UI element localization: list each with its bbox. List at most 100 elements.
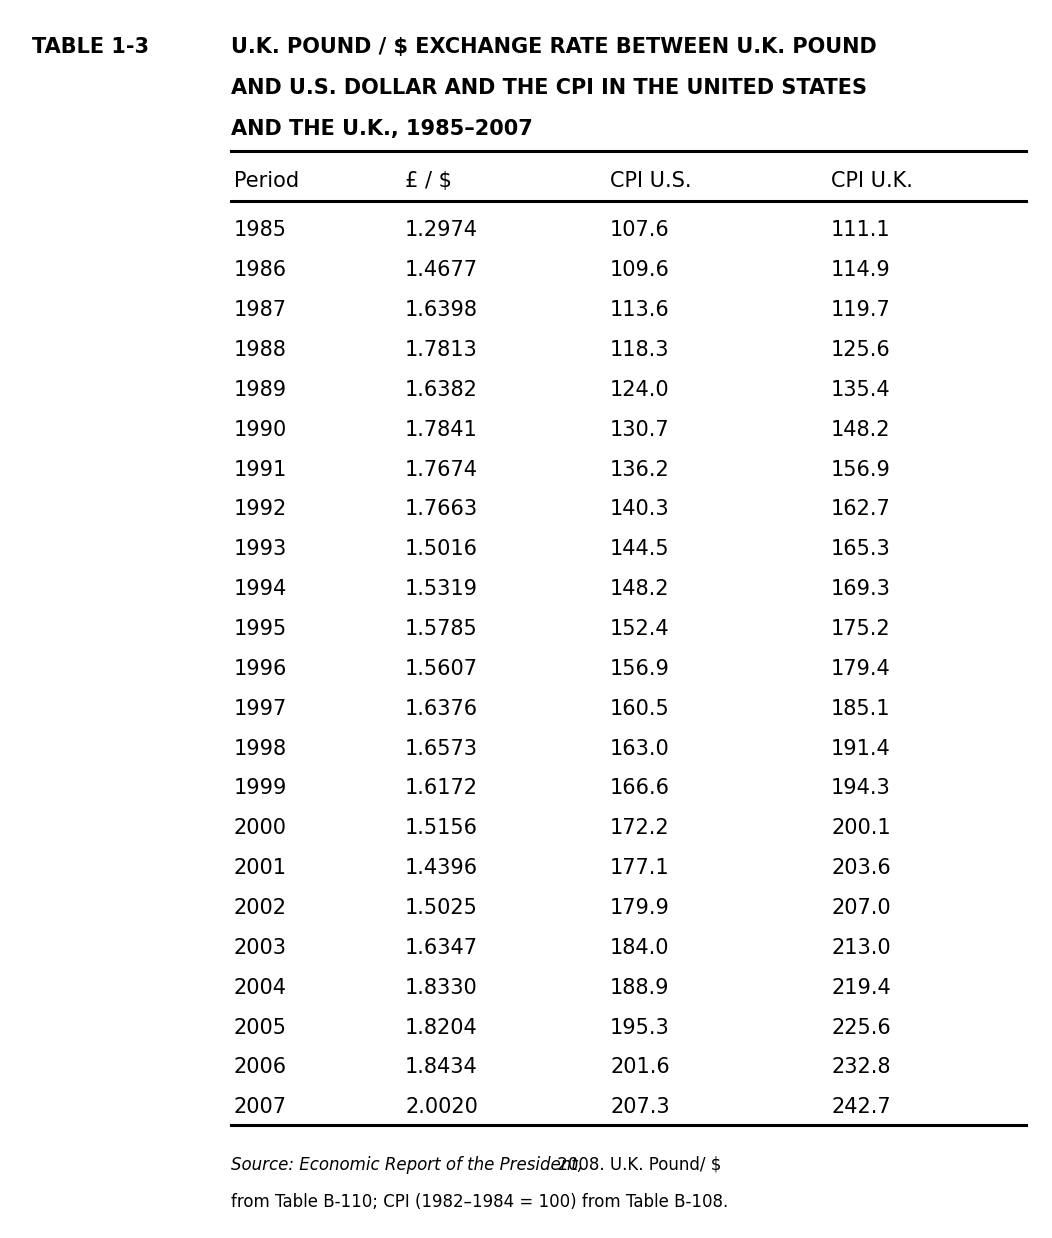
Text: 200.1: 200.1 — [831, 818, 891, 838]
Text: 152.4: 152.4 — [610, 619, 670, 639]
Text: 2001: 2001 — [234, 858, 286, 878]
Text: 130.7: 130.7 — [610, 420, 670, 439]
Text: 1.8434: 1.8434 — [405, 1057, 478, 1077]
Text: 225.6: 225.6 — [831, 1018, 891, 1037]
Text: 195.3: 195.3 — [610, 1018, 670, 1037]
Text: 2004: 2004 — [234, 978, 286, 998]
Text: 179.4: 179.4 — [831, 659, 891, 678]
Text: 1.6382: 1.6382 — [405, 380, 478, 400]
Text: 125.6: 125.6 — [831, 340, 891, 360]
Text: 1.8330: 1.8330 — [405, 978, 478, 998]
Text: 1990: 1990 — [234, 420, 287, 439]
Text: U.K. POUND / $ EXCHANGE RATE BETWEEN U.K. POUND: U.K. POUND / $ EXCHANGE RATE BETWEEN U.K… — [231, 37, 877, 57]
Text: 2003: 2003 — [234, 938, 286, 958]
Text: 1.5607: 1.5607 — [405, 659, 478, 678]
Text: 203.6: 203.6 — [831, 858, 891, 878]
Text: 179.9: 179.9 — [610, 898, 670, 919]
Text: 114.9: 114.9 — [831, 260, 891, 280]
Text: 1.7813: 1.7813 — [405, 340, 478, 360]
Text: TABLE 1-3: TABLE 1-3 — [32, 37, 148, 57]
Text: 1986: 1986 — [234, 260, 286, 280]
Text: 166.6: 166.6 — [610, 779, 670, 799]
Text: 109.6: 109.6 — [610, 260, 670, 280]
Text: 194.3: 194.3 — [831, 779, 891, 799]
Text: 1.6573: 1.6573 — [405, 739, 478, 759]
Text: 144.5: 144.5 — [610, 540, 670, 560]
Text: 124.0: 124.0 — [610, 380, 670, 400]
Text: 1.5016: 1.5016 — [405, 540, 478, 560]
Text: 1.6347: 1.6347 — [405, 938, 478, 958]
Text: 1996: 1996 — [234, 659, 287, 678]
Text: 242.7: 242.7 — [831, 1097, 891, 1118]
Text: 1988: 1988 — [234, 340, 286, 360]
Text: 1994: 1994 — [234, 579, 287, 599]
Text: 1.5785: 1.5785 — [405, 619, 478, 639]
Text: 113.6: 113.6 — [610, 300, 670, 321]
Text: 162.7: 162.7 — [831, 499, 891, 520]
Text: 2007: 2007 — [234, 1097, 286, 1118]
Text: 232.8: 232.8 — [831, 1057, 891, 1077]
Text: Period: Period — [234, 171, 299, 191]
Text: 1999: 1999 — [234, 779, 287, 799]
Text: 148.2: 148.2 — [831, 420, 891, 439]
Text: 148.2: 148.2 — [610, 579, 670, 599]
Text: CPI U.S.: CPI U.S. — [610, 171, 691, 191]
Text: AND U.S. DOLLAR AND THE CPI IN THE UNITED STATES: AND U.S. DOLLAR AND THE CPI IN THE UNITE… — [231, 78, 868, 98]
Text: AND THE U.K., 1985–2007: AND THE U.K., 1985–2007 — [231, 119, 533, 139]
Text: 1.5319: 1.5319 — [405, 579, 478, 599]
Text: 160.5: 160.5 — [610, 698, 670, 719]
Text: 118.3: 118.3 — [610, 340, 670, 360]
Text: 1993: 1993 — [234, 540, 287, 560]
Text: 1.7663: 1.7663 — [405, 499, 479, 520]
Text: 1.6398: 1.6398 — [405, 300, 478, 321]
Text: 2008. U.K. Pound/ $: 2008. U.K. Pound/ $ — [552, 1156, 722, 1174]
Text: 156.9: 156.9 — [831, 459, 891, 479]
Text: 2006: 2006 — [234, 1057, 286, 1077]
Text: 163.0: 163.0 — [610, 739, 670, 759]
Text: 1.4396: 1.4396 — [405, 858, 479, 878]
Text: 1.5156: 1.5156 — [405, 818, 478, 838]
Text: 177.1: 177.1 — [610, 858, 670, 878]
Text: 140.3: 140.3 — [610, 499, 670, 520]
Text: 1995: 1995 — [234, 619, 287, 639]
Text: £ / $: £ / $ — [405, 171, 452, 191]
Text: 175.2: 175.2 — [831, 619, 891, 639]
Text: 156.9: 156.9 — [610, 659, 670, 678]
Text: 1.7674: 1.7674 — [405, 459, 478, 479]
Text: 2002: 2002 — [234, 898, 286, 919]
Text: 111.1: 111.1 — [831, 220, 891, 240]
Text: 119.7: 119.7 — [831, 300, 891, 321]
Text: 191.4: 191.4 — [831, 739, 891, 759]
Text: 1991: 1991 — [234, 459, 287, 479]
Text: 107.6: 107.6 — [610, 220, 670, 240]
Text: 1989: 1989 — [234, 380, 286, 400]
Text: 2000: 2000 — [234, 818, 286, 838]
Text: 1997: 1997 — [234, 698, 287, 719]
Text: 1.8204: 1.8204 — [405, 1018, 478, 1037]
Text: 169.3: 169.3 — [831, 579, 891, 599]
Text: 201.6: 201.6 — [610, 1057, 670, 1077]
Text: 2005: 2005 — [234, 1018, 286, 1037]
Text: 213.0: 213.0 — [831, 938, 891, 958]
Text: 1.7841: 1.7841 — [405, 420, 478, 439]
Text: 1998: 1998 — [234, 739, 286, 759]
Text: 185.1: 185.1 — [831, 698, 891, 719]
Text: 136.2: 136.2 — [610, 459, 670, 479]
Text: 1.5025: 1.5025 — [405, 898, 478, 919]
Text: 1992: 1992 — [234, 499, 287, 520]
Text: 165.3: 165.3 — [831, 540, 891, 560]
Text: 207.0: 207.0 — [831, 898, 891, 919]
Text: 207.3: 207.3 — [610, 1097, 670, 1118]
Text: 1987: 1987 — [234, 300, 286, 321]
Text: 135.4: 135.4 — [831, 380, 891, 400]
Text: 1.4677: 1.4677 — [405, 260, 478, 280]
Text: 172.2: 172.2 — [610, 818, 670, 838]
Text: 2.0020: 2.0020 — [405, 1097, 478, 1118]
Text: 1.2974: 1.2974 — [405, 220, 478, 240]
Text: 1.6172: 1.6172 — [405, 779, 478, 799]
Text: 1.6376: 1.6376 — [405, 698, 479, 719]
Text: from Table B-110; CPI (1982–1984 = 100) from Table B-108.: from Table B-110; CPI (1982–1984 = 100) … — [231, 1193, 729, 1211]
Text: 188.9: 188.9 — [610, 978, 670, 998]
Text: 184.0: 184.0 — [610, 938, 670, 958]
Text: CPI U.K.: CPI U.K. — [831, 171, 913, 191]
